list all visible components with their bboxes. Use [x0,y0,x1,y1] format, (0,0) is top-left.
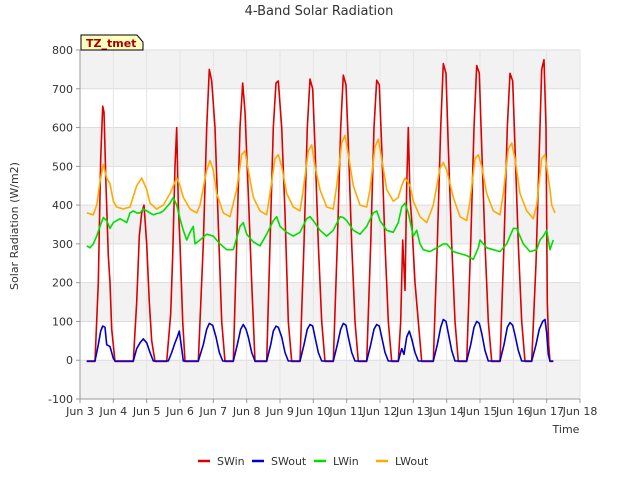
plot-band [80,50,580,89]
x-tick-label: Jun 16 [495,405,531,418]
series-line-swin [86,58,554,363]
x-tick-label: Jun 5 [132,405,161,418]
legend-label-lwin: LWin [333,455,359,468]
x-tick-label: Jun 8 [232,405,261,418]
badge-shape [80,34,144,51]
x-tick-label: Jun 12 [362,405,398,418]
x-tick-label: Jun 9 [265,405,294,418]
legend-label-lwout: LWout [395,455,429,468]
x-tick-label: Jun 10 [295,405,331,418]
badge-label: TZ_tmet [86,37,136,50]
series-line-swout [86,318,554,362]
legend: SWin SWout LWin LWout [198,455,429,468]
station-badge: TZ_tmet [80,34,144,51]
plot-background [80,50,580,399]
y-tick-label: 0 [66,354,73,367]
x-tick-label: Jun 18 [562,405,598,418]
x-tick-label: Jun 17 [528,405,564,418]
series-line-lwin [86,196,555,261]
x-tick-label: Jun 4 [98,405,127,418]
y-tick-label: 700 [52,83,73,96]
plot-band [80,127,580,167]
y-tick-label: 100 [52,315,73,328]
x-tick-label: Jun 13 [395,405,431,418]
y-tick-label: 400 [52,199,73,212]
legend-label-swin: SWin [217,455,245,468]
series-line-lwout [86,134,556,224]
y-tick-label: 300 [52,238,73,251]
x-tick-label: Jun 15 [462,405,498,418]
chart-title: 4-Band Solar Radiation [245,4,394,19]
x-tick-label: Jun 7 [198,405,227,418]
y-tick-label: -100 [48,393,73,406]
plot-band [80,282,580,322]
x-tick-label: Jun 11 [328,405,364,418]
y-tick-label: 800 [52,44,73,57]
x-tick-label: Jun 6 [165,405,194,418]
y-tick-label: 600 [52,122,73,135]
legend-label-swout: SWout [271,455,307,468]
x-tick-label: Jun 14 [428,405,464,418]
y-tick-label: 200 [52,277,73,290]
y-axis-label: Solar Radiation (W/m2) [8,162,21,290]
x-tick-label: Jun 3 [65,405,94,418]
plot-band [80,360,580,399]
axes: -100 0 100 200 300 400 500 600 700 800 Jun 3 Jun 4 J… [48,44,597,418]
y-tick-label: 500 [52,160,73,173]
series-layer [86,58,556,363]
x-axis-label: Time [552,423,580,436]
